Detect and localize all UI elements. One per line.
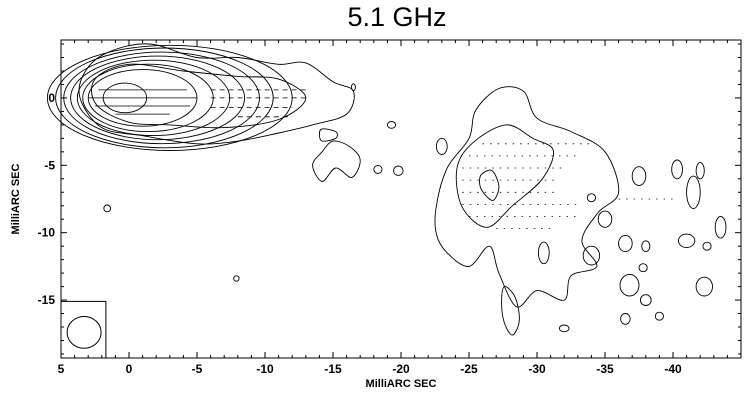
x-tick-label: -40 (664, 362, 682, 376)
small-contour-8 (537, 241, 550, 265)
small-contour-7 (233, 275, 240, 282)
small-contour-22 (677, 233, 696, 248)
y-tick-label: -5 (44, 158, 55, 172)
x-tick-label: -5 (192, 362, 203, 376)
x-tick-label: -35 (596, 362, 614, 376)
x-tick-label: -30 (528, 362, 546, 376)
jet-mid-contour (91, 63, 307, 129)
x-tick-label: 5 (58, 362, 65, 376)
small-contour-19 (671, 159, 683, 180)
y-tick-label: 0 (48, 91, 55, 105)
small-contour-17 (639, 294, 652, 306)
small-contour-24 (714, 216, 727, 239)
small-contour-20 (686, 175, 701, 209)
small-contour-10 (582, 245, 601, 266)
jet-outer-contour (78, 43, 355, 145)
polarization-vector-layer (88, 89, 673, 230)
small-contour-6 (435, 137, 448, 155)
plot-frame (60, 39, 742, 359)
small-contour-9 (558, 324, 570, 333)
core-contour-6 (55, 47, 274, 149)
core-contour-4 (70, 55, 246, 141)
small-contour-11 (597, 210, 613, 228)
y-tick-label: -10 (38, 226, 56, 240)
lobe-inner-contour (455, 124, 555, 228)
small-contour-3 (386, 121, 397, 129)
small-contour-21 (695, 162, 705, 180)
x-tick-label: 0 (126, 362, 133, 376)
lobe-outer-contour (434, 86, 620, 308)
chart-title: 5.1 GHz (347, 2, 446, 32)
contour-layer (46, 43, 727, 336)
lobe-south-contour (501, 286, 520, 336)
x-axis-label: MilliARC SEC (366, 378, 437, 390)
small-contour-27 (586, 193, 596, 203)
small-contour-14 (619, 273, 640, 297)
small-contour-15 (638, 263, 648, 273)
lobe-core-contour (479, 169, 500, 202)
y-axis-label: MilliARC SEC (10, 164, 22, 235)
small-contour-2 (350, 83, 356, 92)
small-contour-5 (393, 165, 404, 176)
y-tick-label: -15 (38, 293, 56, 307)
small-contour-4 (373, 164, 383, 174)
knot-contour (312, 140, 361, 182)
small-contour-1 (103, 204, 112, 213)
x-tick-label: -25 (460, 362, 478, 376)
beam-layer (60, 300, 107, 359)
small-contour-16 (620, 313, 631, 325)
small-contour-25 (695, 276, 713, 297)
small-contour-13 (631, 166, 647, 186)
x-tick-label: -15 (324, 362, 342, 376)
y-axis: 0 -5 -10 -15 (38, 43, 741, 355)
x-axis: 5 0 -5 -10 -15 -20 -25 -30 -35 -40 (58, 40, 728, 376)
beam-box (60, 300, 107, 359)
beam-ellipse (66, 316, 102, 349)
small-contour-12 (618, 234, 633, 253)
x-tick-label: -10 (256, 362, 274, 376)
small-contour-26 (641, 240, 651, 253)
x-tick-label: -20 (392, 362, 410, 376)
small-contour-18 (654, 311, 664, 321)
knot-small-contour (318, 128, 338, 142)
small-contour-23 (702, 241, 712, 251)
